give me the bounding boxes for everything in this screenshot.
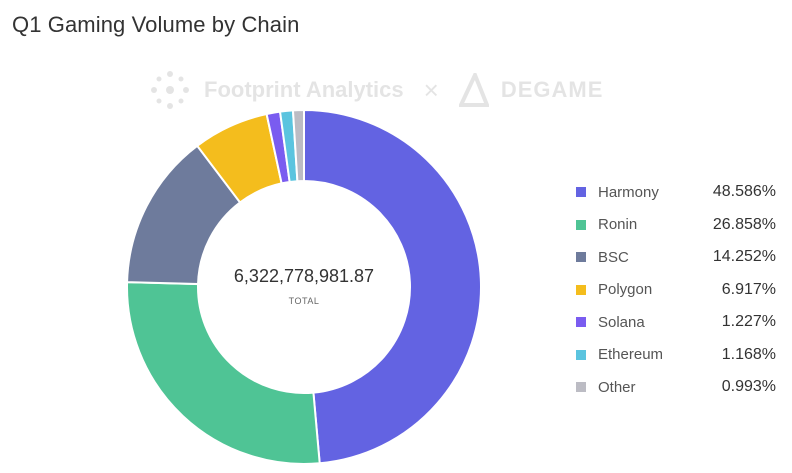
legend-swatch bbox=[576, 187, 586, 198]
legend-label: BSC bbox=[598, 248, 629, 266]
watermark-separator: × bbox=[423, 74, 439, 105]
legend-label: Harmony bbox=[598, 183, 659, 201]
total-label: TOTAL bbox=[288, 296, 320, 306]
legend-value: 14.252% bbox=[712, 248, 776, 266]
legend-swatch bbox=[576, 349, 586, 360]
legend-item-polygon[interactable]: Polygon 6.917% bbox=[576, 274, 776, 307]
legend-swatch bbox=[576, 219, 586, 230]
slice-ronin[interactable] bbox=[126, 281, 321, 465]
legend-swatch bbox=[576, 317, 586, 328]
legend-swatch bbox=[576, 252, 586, 263]
degame-logo-icon bbox=[458, 73, 489, 107]
chart-title: Q1 Gaming Volume by Chain bbox=[12, 12, 300, 37]
legend-value: 6.917% bbox=[721, 280, 776, 298]
slice-other[interactable] bbox=[291, 108, 305, 183]
legend-swatch bbox=[576, 382, 586, 393]
legend-item-bsc[interactable]: BSC 14.252% bbox=[576, 241, 776, 274]
legend-item-solana[interactable]: Solana 1.227% bbox=[576, 306, 776, 339]
footprint-logo-icon bbox=[151, 71, 189, 109]
watermark: Footprint Analytics × DEGAME bbox=[148, 66, 603, 114]
legend-item-ronin[interactable]: Ronin 26.858% bbox=[576, 209, 776, 242]
total-value: 6,322,778,981.87 bbox=[233, 266, 375, 286]
legend-swatch bbox=[576, 284, 586, 295]
legend-value: 0.993% bbox=[721, 378, 776, 396]
legend-label: Polygon bbox=[598, 281, 653, 299]
legend-value: 1.168% bbox=[721, 345, 776, 363]
chart-legend: Harmony 48.586% Ronin 26.858% BSC 14.252% Poly… bbox=[576, 176, 776, 404]
legend-label: Ethereum bbox=[598, 346, 664, 364]
legend-item-ethereum[interactable]: Ethereum 1.168% bbox=[576, 339, 776, 372]
legend-label: Solana bbox=[598, 313, 645, 331]
legend-value: 48.586% bbox=[712, 183, 776, 201]
legend-label: Other bbox=[598, 378, 636, 396]
legend-item-harmony[interactable]: Harmony 48.586% bbox=[576, 176, 776, 209]
legend-item-other[interactable]: Other 0.993% bbox=[576, 371, 776, 404]
legend-value: 26.858% bbox=[712, 215, 776, 233]
legend-label: Ronin bbox=[598, 216, 638, 234]
watermark-brand: Footprint Analytics bbox=[204, 77, 404, 102]
watermark-partner: DEGAME bbox=[500, 77, 604, 102]
legend-value: 1.227% bbox=[721, 313, 776, 331]
slice-harmony[interactable] bbox=[303, 108, 482, 465]
